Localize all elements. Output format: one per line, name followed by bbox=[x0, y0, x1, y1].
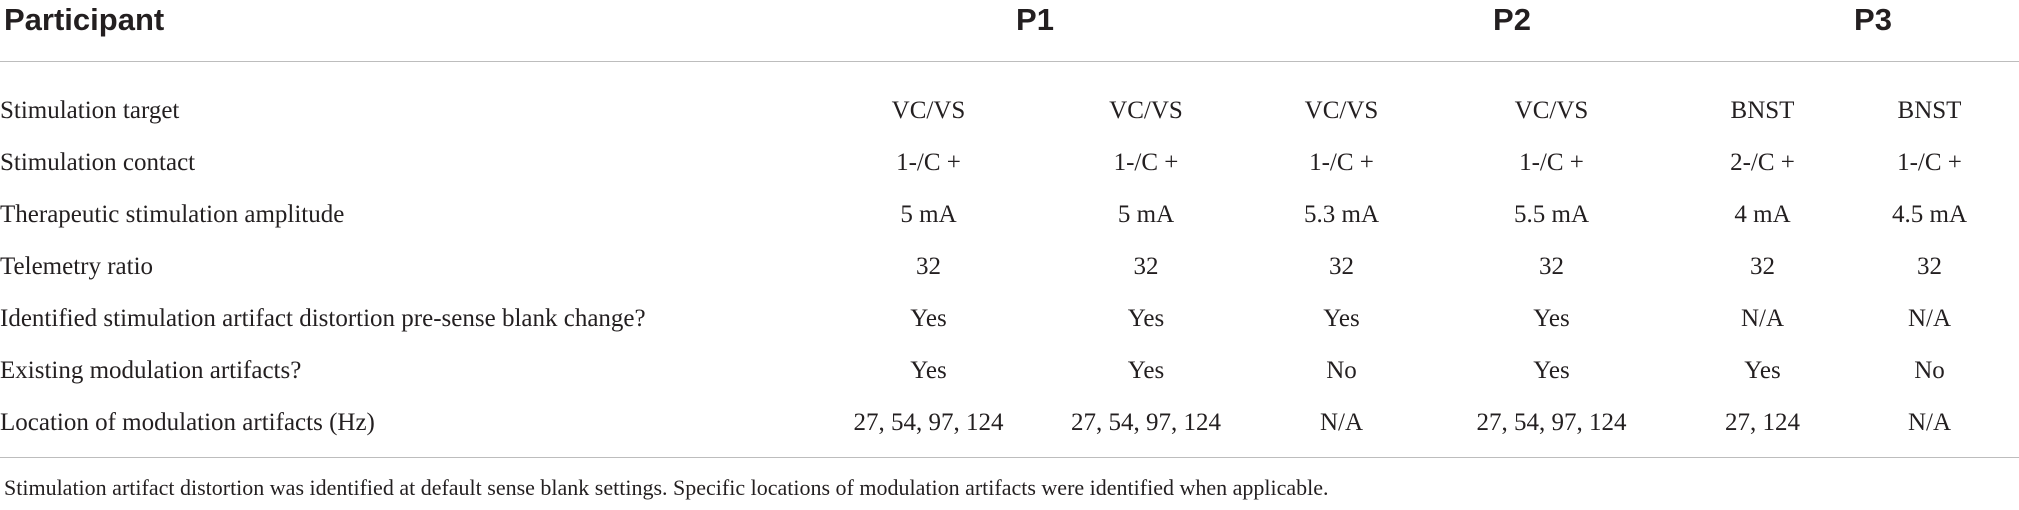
table-cell: No bbox=[1914, 357, 1945, 384]
table-cell: 32 bbox=[1539, 253, 1564, 280]
table-cell: Yes bbox=[1323, 305, 1360, 332]
table-cell: BNST bbox=[1730, 97, 1795, 124]
group-header-p1: P1 bbox=[1016, 2, 1054, 37]
table-footnote: Stimulation artifact distortion was iden… bbox=[4, 475, 1329, 500]
table-cell: 5 mA bbox=[1117, 201, 1175, 228]
table-cell: 2-/C + bbox=[1730, 149, 1795, 176]
participant-header: Participant bbox=[4, 2, 165, 37]
table-cell: 32 bbox=[916, 253, 941, 280]
table-cell: BNST bbox=[1897, 97, 1962, 124]
table-cell: 5.3 mA bbox=[1304, 201, 1379, 228]
table-cell: Yes bbox=[1533, 305, 1570, 332]
table-row: Therapeutic stimulation amplitude 5 mA 5… bbox=[0, 189, 2019, 241]
table-cell: N/A bbox=[1740, 305, 1785, 332]
table-cell: 1-/C + bbox=[1113, 149, 1179, 176]
table-cell: VC/VS bbox=[1304, 97, 1379, 124]
table-cell: N/A bbox=[1319, 409, 1364, 436]
table-cell: 27, 54, 97, 124 bbox=[853, 409, 1004, 436]
table-cell: Yes bbox=[910, 357, 947, 384]
table-cell: No bbox=[1326, 357, 1357, 384]
table-cell: 1-/C + bbox=[896, 149, 961, 176]
table-cell: 32 bbox=[1329, 253, 1354, 280]
table-cell: 32 bbox=[1917, 253, 1942, 280]
group-header-p3: P3 bbox=[1854, 2, 1892, 37]
table-cell: 5 mA bbox=[900, 201, 957, 228]
table-cell: 27, 54, 97, 124 bbox=[1476, 409, 1627, 436]
data-table: Stimulation target VC/VS VC/VS VC/VS VC/… bbox=[0, 85, 2019, 449]
table-cell: 1-/C + bbox=[1309, 149, 1374, 176]
table-cell: N/A bbox=[1907, 409, 1952, 436]
table-cell: 1-/C + bbox=[1519, 149, 1584, 176]
table-row: Existing modulation artifacts? Yes Yes N… bbox=[0, 345, 2019, 397]
row-label: Identified stimulation artifact distorti… bbox=[0, 305, 646, 332]
row-label: Stimulation target bbox=[0, 97, 180, 124]
table-cell: 4.5 mA bbox=[1892, 201, 1967, 228]
table-cell: 1-/C + bbox=[1897, 149, 1962, 176]
table-cell: 27, 54, 97, 124 bbox=[1071, 409, 1221, 436]
table-row: Identified stimulation artifact distorti… bbox=[0, 293, 2019, 345]
table-cell: Yes bbox=[1744, 357, 1781, 384]
table-cell: VC/VS bbox=[891, 97, 966, 124]
group-header-p2: P2 bbox=[1493, 2, 1531, 37]
table-cell: 32 bbox=[1750, 253, 1775, 280]
table-cell: 5.5 mA bbox=[1514, 201, 1589, 228]
table-cell: Yes bbox=[1127, 305, 1165, 332]
footer-divider bbox=[0, 457, 2019, 458]
table-cell: VC/VS bbox=[1514, 97, 1589, 124]
table-row: Telemetry ratio 32 32 32 32 32 32 bbox=[0, 241, 2019, 293]
row-label: Therapeutic stimulation amplitude bbox=[0, 201, 345, 228]
row-label: Telemetry ratio bbox=[0, 253, 154, 280]
table-cell: Yes bbox=[910, 305, 947, 332]
table-cell: Yes bbox=[1127, 357, 1165, 384]
row-label: Stimulation contact bbox=[0, 149, 196, 176]
table-cell: 4 mA bbox=[1734, 201, 1791, 228]
table-cell: 27, 124 bbox=[1725, 409, 1800, 436]
table-cell: 32 bbox=[1133, 253, 1159, 280]
table-row: Stimulation contact 1-/C + 1-/C + 1-/C +… bbox=[0, 137, 2019, 189]
table-row: Stimulation target VC/VS VC/VS VC/VS VC/… bbox=[0, 85, 2019, 137]
header-divider bbox=[0, 61, 2019, 62]
row-label: Location of modulation artifacts (Hz) bbox=[0, 409, 375, 436]
table-row: Location of modulation artifacts (Hz) 27… bbox=[0, 397, 2019, 449]
table-cell: VC/VS bbox=[1109, 97, 1183, 124]
table-cell: Yes bbox=[1533, 357, 1570, 384]
table-cell: N/A bbox=[1907, 305, 1952, 332]
row-label: Existing modulation artifacts? bbox=[0, 357, 302, 384]
